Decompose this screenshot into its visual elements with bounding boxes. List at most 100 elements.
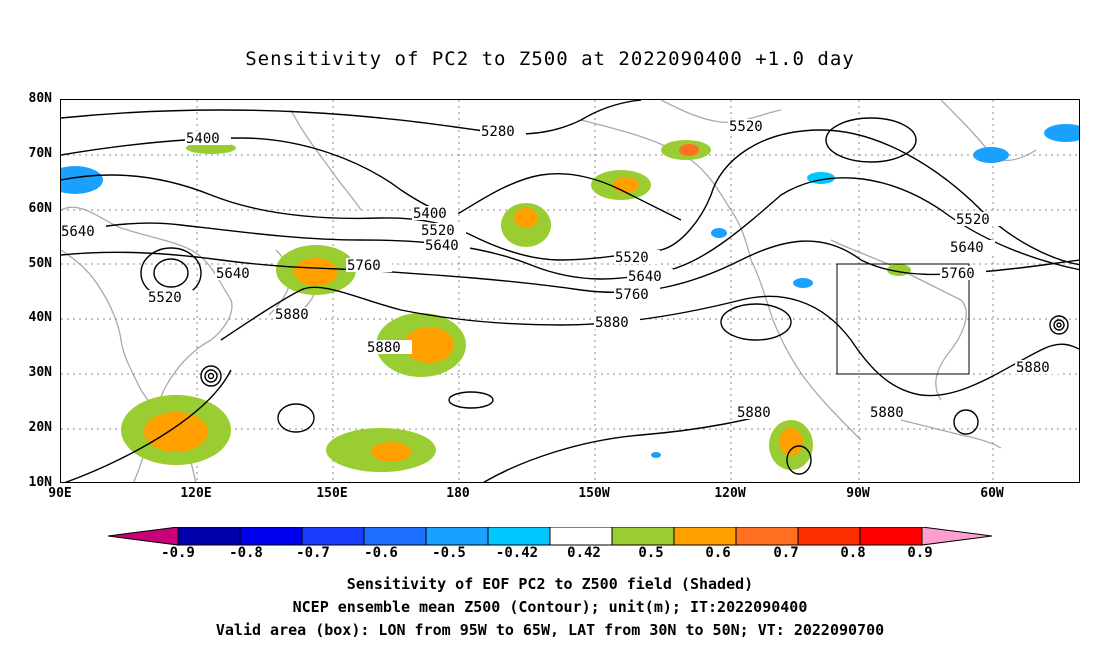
plot-title: Sensitivity of PC2 to Z500 at 2022090400… xyxy=(245,48,855,70)
lat-label-70n: 70N xyxy=(28,146,52,161)
shade-tropical-pacific-core xyxy=(371,442,411,462)
contour-5760 xyxy=(61,240,1079,293)
lat-label-30n: 30N xyxy=(28,365,52,380)
colorbar-label: 0.9 xyxy=(907,545,933,561)
colorbar-label: -0.6 xyxy=(364,545,398,561)
contour-label: 5880 xyxy=(275,307,309,323)
colorbar-cell xyxy=(859,527,923,546)
lat-label-50n: 50N xyxy=(28,256,52,271)
contour-label: 5880 xyxy=(870,405,904,421)
contour-5880-south xyxy=(64,369,782,482)
contour-typhoon-3 xyxy=(207,372,215,380)
contour-low-alaska xyxy=(825,117,917,163)
shade-neg-tropics xyxy=(651,452,661,458)
coast-arctic xyxy=(660,100,782,123)
map-panel: 5400 5280 5520 5400 5520 5640 5640 5640 … xyxy=(60,99,1080,483)
coast-na-west xyxy=(750,259,862,441)
colorbar-cell xyxy=(673,527,737,546)
colorbar-label: -0.9 xyxy=(161,545,195,561)
contour-label: 5880 xyxy=(1016,360,1050,376)
colorbar-label: 0.8 xyxy=(840,545,866,561)
shade-west-pacific-core xyxy=(294,258,338,286)
lon-label-120e: 120E xyxy=(180,486,212,501)
lon-label-90w: 90W xyxy=(846,486,870,501)
lon-label-150w: 150W xyxy=(578,486,610,501)
contour-label: 5880 xyxy=(737,405,771,421)
colorbar-cell xyxy=(735,527,799,546)
map-canvas: 5400 5280 5520 5400 5520 5640 5640 5640 … xyxy=(61,100,1079,482)
lon-label-60w: 60W xyxy=(980,486,1004,501)
contour-high-central xyxy=(448,391,494,409)
contour-label: 5640 xyxy=(61,224,95,240)
colorbar xyxy=(108,527,992,546)
colorbar-cells xyxy=(177,527,923,546)
contour-low-pacific-inner xyxy=(153,258,189,288)
lon-label-120w: 120W xyxy=(714,486,746,501)
contour-hurricane-1 xyxy=(1049,315,1069,335)
contour-high-east xyxy=(786,445,812,475)
colorbar-cell xyxy=(487,527,551,546)
lat-label-20n: 20N xyxy=(28,420,52,435)
contour-label: 5280 xyxy=(481,124,515,140)
colorbar-label: -0.7 xyxy=(296,545,330,561)
contour-label: 5760 xyxy=(615,287,649,303)
colorbar-label: 0.6 xyxy=(705,545,731,561)
colorbar-label: 0.7 xyxy=(773,545,799,561)
colorbar-cell xyxy=(549,527,613,546)
colorbar-cell xyxy=(177,527,241,546)
colorbar-high-end xyxy=(921,527,992,546)
coast-kamchatka xyxy=(290,109,362,211)
sensitivity-shading xyxy=(61,124,1079,472)
colorbar-label: -0.5 xyxy=(432,545,466,561)
lon-label-150e: 150E xyxy=(316,486,348,501)
shade-neg-pnw xyxy=(793,278,813,288)
contour-label: 5880 xyxy=(595,315,629,331)
contour-label: 5640 xyxy=(628,269,662,285)
contour-label: 5880 xyxy=(367,340,401,356)
contour-5280 xyxy=(61,100,642,135)
lon-label-180: 180 xyxy=(446,486,470,501)
lat-label-80n: 80N xyxy=(28,91,52,106)
shade-subtropical-west-core xyxy=(144,412,208,452)
contour-label: 5640 xyxy=(216,266,250,282)
shade-neg-west-coast xyxy=(711,228,727,238)
shade-central-pacific-core xyxy=(404,327,454,363)
colorbar-label: -0.42 xyxy=(495,545,539,561)
contour-label-group: 5400 5280 5520 5400 5520 5640 5640 5640 … xyxy=(61,119,1061,421)
contour-typhoon-1 xyxy=(200,365,222,387)
colorbar-label: 0.42 xyxy=(567,545,601,561)
contour-label: 5520 xyxy=(729,119,763,135)
contour-label: 5760 xyxy=(347,258,381,274)
colorbar-cell xyxy=(425,527,489,546)
lat-label-60n: 60N xyxy=(28,201,52,216)
contour-5520-north xyxy=(61,129,1079,266)
shade-east-pacific-core xyxy=(779,428,803,456)
contour-typhoon-2 xyxy=(204,369,218,383)
contour-hurricane-3 xyxy=(1056,322,1062,328)
shade-neg-asia xyxy=(61,166,103,194)
colorbar-cell xyxy=(363,527,427,546)
contour-5880 xyxy=(220,286,1079,397)
contour-high-pacific xyxy=(277,403,315,433)
lon-label-90e: 90E xyxy=(48,486,72,501)
contour-high-atlantic xyxy=(953,409,979,435)
colorbar-cell xyxy=(611,527,675,546)
colorbar-label: -0.8 xyxy=(229,545,263,561)
contour-label: 5400 xyxy=(186,131,220,147)
colorbar-cell xyxy=(301,527,365,546)
contour-hurricane-2 xyxy=(1053,319,1065,331)
shade-neg-labrador xyxy=(973,147,1009,163)
caption-valid-area: Valid area (box): LON from 95W to 65W, L… xyxy=(215,621,885,639)
contour-label: 5520 xyxy=(421,223,455,239)
colorbar-cell xyxy=(239,527,303,546)
colorbar-low-end xyxy=(108,527,179,546)
shade-bering-core xyxy=(514,208,538,228)
shade-arctic-north-core xyxy=(679,144,699,156)
contour-label: 5640 xyxy=(950,240,984,256)
contour-high-na xyxy=(720,303,792,341)
contour-5640 xyxy=(61,177,1079,280)
colorbar-cell xyxy=(797,527,861,546)
shade-neg-atlantic xyxy=(1044,124,1079,142)
lat-label-10n: 10N xyxy=(28,475,52,490)
colorbar-label: 0.5 xyxy=(638,545,664,561)
